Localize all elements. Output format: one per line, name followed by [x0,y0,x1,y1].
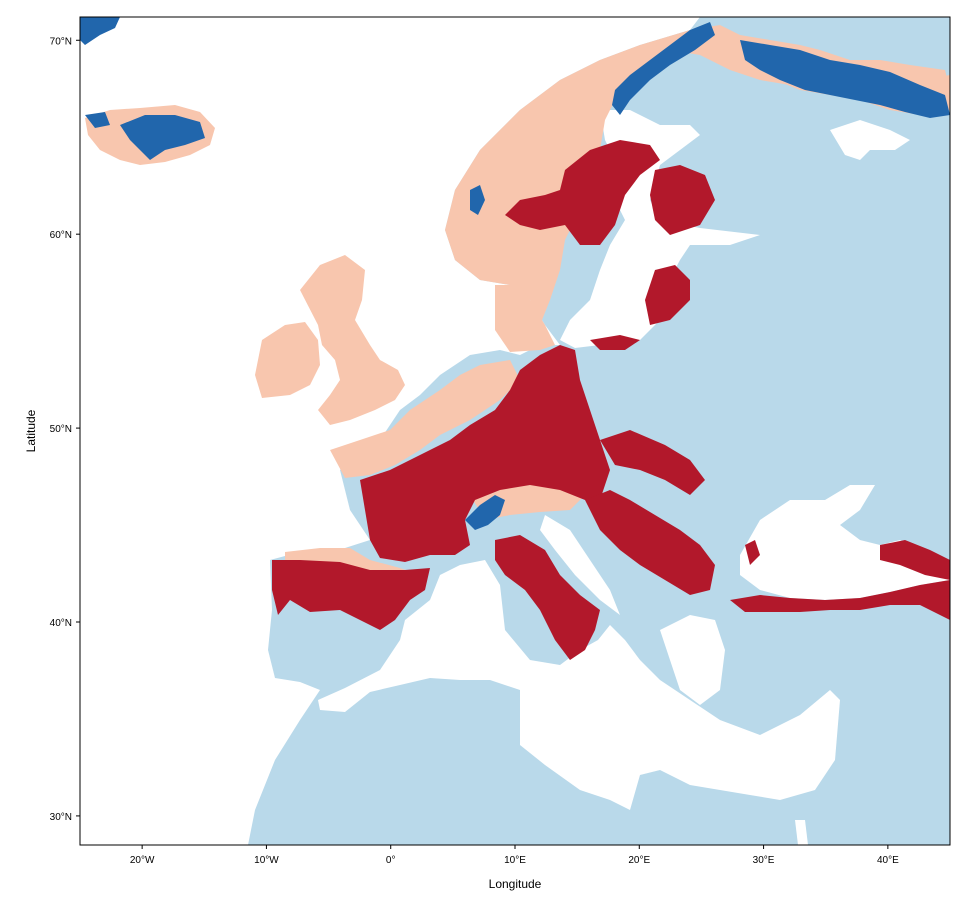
adriatic-sea [540,515,620,615]
y-tick-label: 30°N [50,812,72,823]
mediterranean-sea [318,560,840,810]
zone-red [272,140,950,660]
aegean-sea [660,615,725,705]
x-tick-label: 10°E [504,855,526,866]
x-tick-label: 40°E [877,855,899,866]
x-tick-label: 20°E [628,855,650,866]
baltic-sea [560,110,760,350]
x-tick-label: 20°W [130,855,155,866]
x-axis-title: Longitude [489,877,542,891]
black-sea [740,485,950,600]
x-tick-label: 10°W [254,855,279,866]
y-axis-title: Latitude [24,409,38,452]
y-tick-label: 60°N [50,230,72,241]
y-tick-label: 40°N [50,618,72,629]
x-axis: 20°W 10°W 0° 10°E 20°E 30°E 40°E [130,845,899,866]
x-tick-label: 30°E [753,855,775,866]
y-tick-label: 50°N [50,424,72,435]
y-tick-label: 70°N [50,36,72,47]
y-axis: 30°N 40°N 50°N 60°N 70°N [50,36,80,823]
map-plot-area [80,17,950,845]
white-sea [830,120,910,160]
x-tick-label: 0° [386,855,396,866]
atlantic-ocean [80,17,700,845]
zone-blue [80,17,950,530]
red-sea-north [795,820,808,845]
